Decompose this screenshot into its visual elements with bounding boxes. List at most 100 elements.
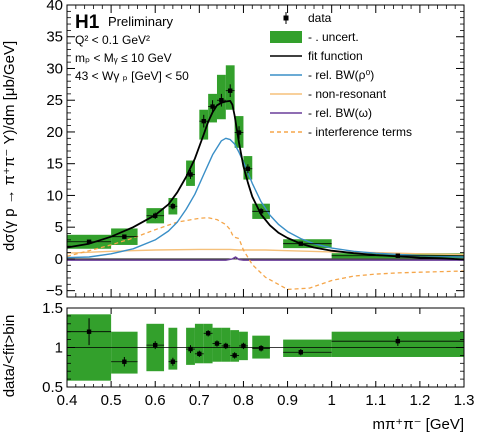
data-point [208, 100, 217, 113]
legend-item: - interference terms [270, 125, 412, 139]
y-tick-label: 20 [46, 124, 63, 141]
ratio-uncertainty-band [230, 330, 240, 362]
ratio-uncertainty-band [203, 323, 213, 364]
ratio-point [239, 342, 248, 350]
data-point [199, 114, 209, 128]
data-marker [245, 166, 251, 171]
ratio-point [67, 318, 112, 346]
data-marker [219, 98, 224, 103]
x-tick-label: 0.5 [101, 392, 122, 409]
preliminary-label: Preliminary [108, 14, 174, 29]
data-marker [205, 331, 211, 336]
data-marker [258, 209, 264, 214]
data-marker [86, 239, 92, 244]
ratio-points [67, 318, 464, 367]
data-marker [236, 130, 242, 135]
y-tick-label: 0 [55, 251, 63, 268]
legend-swatch [270, 31, 302, 43]
legend-label: fit function [308, 49, 363, 63]
cut-q2: Q² < 0.1 GeV² [75, 33, 150, 47]
x-tick-label: 1.3 [454, 392, 475, 409]
legend: data - . uncert. fit function - rel. BW(ρ⁰)… [270, 11, 412, 139]
ratio-uncertainty-band [111, 331, 138, 374]
legend-label: - rel. BW(ρ⁰) [308, 68, 374, 82]
data-marker [228, 88, 233, 93]
data-marker [201, 118, 206, 124]
data-point [234, 126, 244, 139]
legend-label: data [308, 11, 332, 25]
y-tick-label: 25 [46, 92, 63, 109]
data-point [186, 170, 195, 179]
ratio-y-tick-label: 1 [55, 340, 63, 357]
data-marker [214, 341, 220, 346]
main-panel: −5 0 5 10 15 20 25 30 35 40 [46, 0, 465, 300]
y-tick-label: 40 [46, 0, 63, 14]
data-marker [298, 350, 303, 355]
ratio-point [230, 352, 240, 359]
ratio-uncertainty-band [168, 327, 178, 370]
bw-rho-curve [66, 137, 465, 259]
ratio-point [194, 350, 204, 357]
x-tick-label: 1.2 [409, 392, 430, 409]
data-point [331, 253, 464, 258]
ratio-point [111, 356, 138, 367]
y-tick-label: −5 [46, 283, 63, 300]
x-tick-label: 0.6 [145, 392, 166, 409]
ratio-point [283, 349, 332, 356]
data-marker [223, 343, 228, 349]
main-y-axis-title: dσ(γ p → π⁺π⁻ Y)/dm [μb/GeV] [1, 41, 18, 251]
ratio-point [146, 341, 165, 350]
cut-my: mₚ < Mᵧ ≤ 10 GeV [75, 51, 172, 65]
x-tick-label: 0.8 [233, 392, 254, 409]
data-marker [86, 329, 92, 334]
data-marker [122, 359, 127, 364]
y-tick-label: 35 [46, 29, 63, 46]
annotation-block: H1 Preliminary Q² < 0.1 GeV² mₚ < Mᵧ ≤ 1… [75, 12, 189, 83]
legend-item: - . uncert. [270, 30, 359, 44]
ratio-y-tick-label: 0.5 [42, 379, 63, 396]
ratio-x-ticks: 0.4 0.5 0.6 0.7 0.8 0.9 1 1.1 1.2 1.3 [57, 308, 475, 409]
data-marker [122, 234, 127, 239]
ratio-uncertainty-band [283, 339, 332, 357]
model-curves [66, 100, 465, 291]
data-point [111, 234, 138, 239]
x-tick-label: 1.1 [365, 392, 386, 409]
y-tick-label: 5 [55, 219, 63, 236]
legend-label: - interference terms [308, 125, 412, 139]
data-marker [188, 172, 193, 177]
legend-label: - . uncert. [308, 30, 359, 44]
ratio-y-tick-label: 1.5 [42, 300, 63, 317]
data-marker [241, 343, 246, 349]
experiment-label: H1 [75, 12, 100, 33]
x-tick-label: 0.9 [277, 392, 298, 409]
x-tick-label: 0.4 [57, 392, 78, 409]
data-point [243, 164, 253, 174]
data-marker [210, 104, 215, 109]
main-y-ticks: −5 0 5 10 15 20 25 30 35 40 [46, 0, 464, 300]
legend-label: - non-resonant [308, 87, 387, 101]
ratio-point [221, 342, 231, 350]
data-marker [232, 353, 237, 358]
data-point [168, 203, 178, 210]
ratio-y-axis-title: data/<fit>bin [1, 315, 18, 398]
y-tick-label: 30 [46, 60, 63, 77]
cut-w: 43 < Wγ ₚ [GeV] < 50 [75, 69, 189, 83]
ratio-y-ticks: 0.5 1 1.5 [42, 300, 464, 396]
fit-function-curve [66, 100, 465, 261]
ratio-point [331, 336, 464, 346]
data-marker [258, 346, 264, 351]
x-tick-label: 0.7 [189, 392, 210, 409]
data-point [146, 212, 165, 219]
data-marker [153, 213, 158, 218]
legend-item: - non-resonant [270, 87, 387, 101]
data-point [67, 239, 112, 244]
legend-item: data [283, 11, 332, 25]
ratio-panel: 0.511.5 0.4 0.5 0.6 0.7 0.8 0.9 1 1.1 1.2 1.3 [42, 300, 474, 409]
data-point [283, 241, 332, 246]
ratio-point [212, 340, 222, 347]
y-tick-label: 10 [46, 187, 63, 204]
legend-item: - rel. BW(ω) [270, 106, 372, 120]
ratio-point [168, 357, 178, 366]
data-marker [298, 241, 303, 246]
